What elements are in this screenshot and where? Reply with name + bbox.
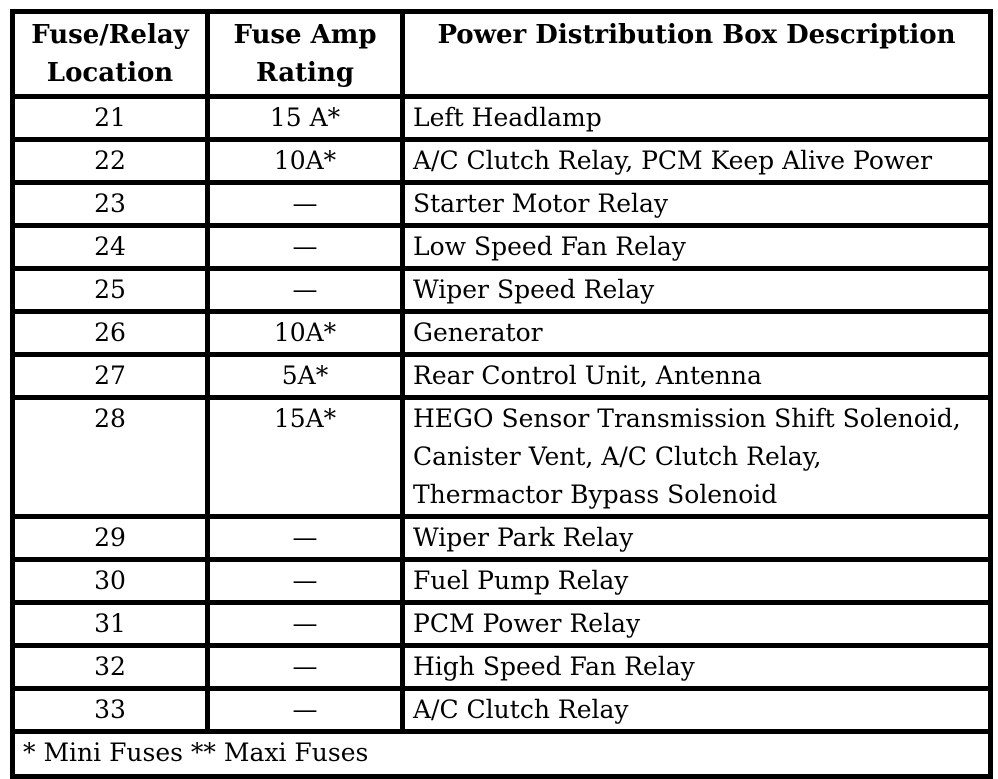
fuse-rating-cell: 15A* [205,395,405,519]
fuse-description-cell: Rear Control Unit, Antenna [400,352,993,400]
fuse-description-cell: Wiper Speed Relay [400,266,993,314]
fuse-rating-cell: — [205,223,405,271]
fuse-rating-cell: — [205,514,405,562]
fuse-location-cell: 31 [10,600,210,648]
fuse-rating-cell: — [205,643,405,691]
table-row: 27 5A* Rear Control Unit, Antenna [10,352,993,400]
fuse-location-cell: 27 [10,352,210,400]
table-row: 24 — Low Speed Fan Relay [10,223,993,271]
fuse-description-cell: Fuel Pump Relay [400,557,993,605]
fuse-location-cell: 24 [10,223,210,271]
table-row: 22 10A* A/C Clutch Relay, PCM Keep Alive… [10,137,993,185]
header-row: Fuse/Relay Location Fuse Amp Rating Powe… [10,9,993,99]
table-row: 31 — PCM Power Relay [10,600,993,648]
fuse-rating-cell: 15 A* [205,94,405,142]
table-row: 30 — Fuel Pump Relay [10,557,993,605]
fuse-description-cell: PCM Power Relay [400,600,993,648]
fuse-location-cell: 33 [10,686,210,734]
footnote-row: * Mini Fuses ** Maxi Fuses [10,729,993,779]
fuse-location-cell: 21 [10,94,210,142]
fuse-rating-cell: — [205,600,405,648]
fuse-description-cell: Starter Motor Relay [400,180,993,228]
fuse-rating-cell: — [205,180,405,228]
fuse-rating-cell: 10A* [205,137,405,185]
fuse-rating-cell: 5A* [205,352,405,400]
table-row: 33 — A/C Clutch Relay [10,686,993,734]
fuse-description-cell: A/C Clutch Relay [400,686,993,734]
table-row: 29 — Wiper Park Relay [10,514,993,562]
table-row: 26 10A* Generator [10,309,993,357]
fuse-location-cell: 29 [10,514,210,562]
fuse-description-cell: Low Speed Fan Relay [400,223,993,271]
fuse-description-cell: Wiper Park Relay [400,514,993,562]
fuse-rating-cell: 10A* [205,309,405,357]
header-description: Power Distribution Box Description [400,9,993,99]
header-fuse-relay-location: Fuse/Relay Location [10,9,210,99]
fuse-location-cell: 30 [10,557,210,605]
fuse-description-cell: Left Headlamp [400,94,993,142]
footnote-text: * Mini Fuses ** Maxi Fuses [10,729,993,779]
table-row: 21 15 A* Left Headlamp [10,94,993,142]
fuse-rating-cell: — [205,557,405,605]
header-fuse-amp-rating: Fuse Amp Rating [205,9,405,99]
fuse-location-cell: 32 [10,643,210,691]
fuse-location-cell: 22 [10,137,210,185]
fuse-description-cell: HEGO Sensor Transmission Shift Solenoid,… [400,395,993,519]
table-row: 28 15A* HEGO Sensor Transmission Shift S… [10,395,993,519]
fuse-location-cell: 25 [10,266,210,314]
fuse-description-cell: A/C Clutch Relay, PCM Keep Alive Power [400,137,993,185]
fuse-rating-cell: — [205,266,405,314]
table-row: 25 — Wiper Speed Relay [10,266,993,314]
table-row: 32 — High Speed Fan Relay [10,643,993,691]
fuse-location-cell: 26 [10,309,210,357]
fuse-location-cell: 28 [10,395,210,519]
fuse-description-cell: Generator [400,309,993,357]
fuse-rating-cell: — [205,686,405,734]
fuse-location-cell: 23 [10,180,210,228]
fuse-description-cell: High Speed Fan Relay [400,643,993,691]
table-row: 23 — Starter Motor Relay [10,180,993,228]
fuse-relay-table: Fuse/Relay Location Fuse Amp Rating Powe… [10,9,993,779]
